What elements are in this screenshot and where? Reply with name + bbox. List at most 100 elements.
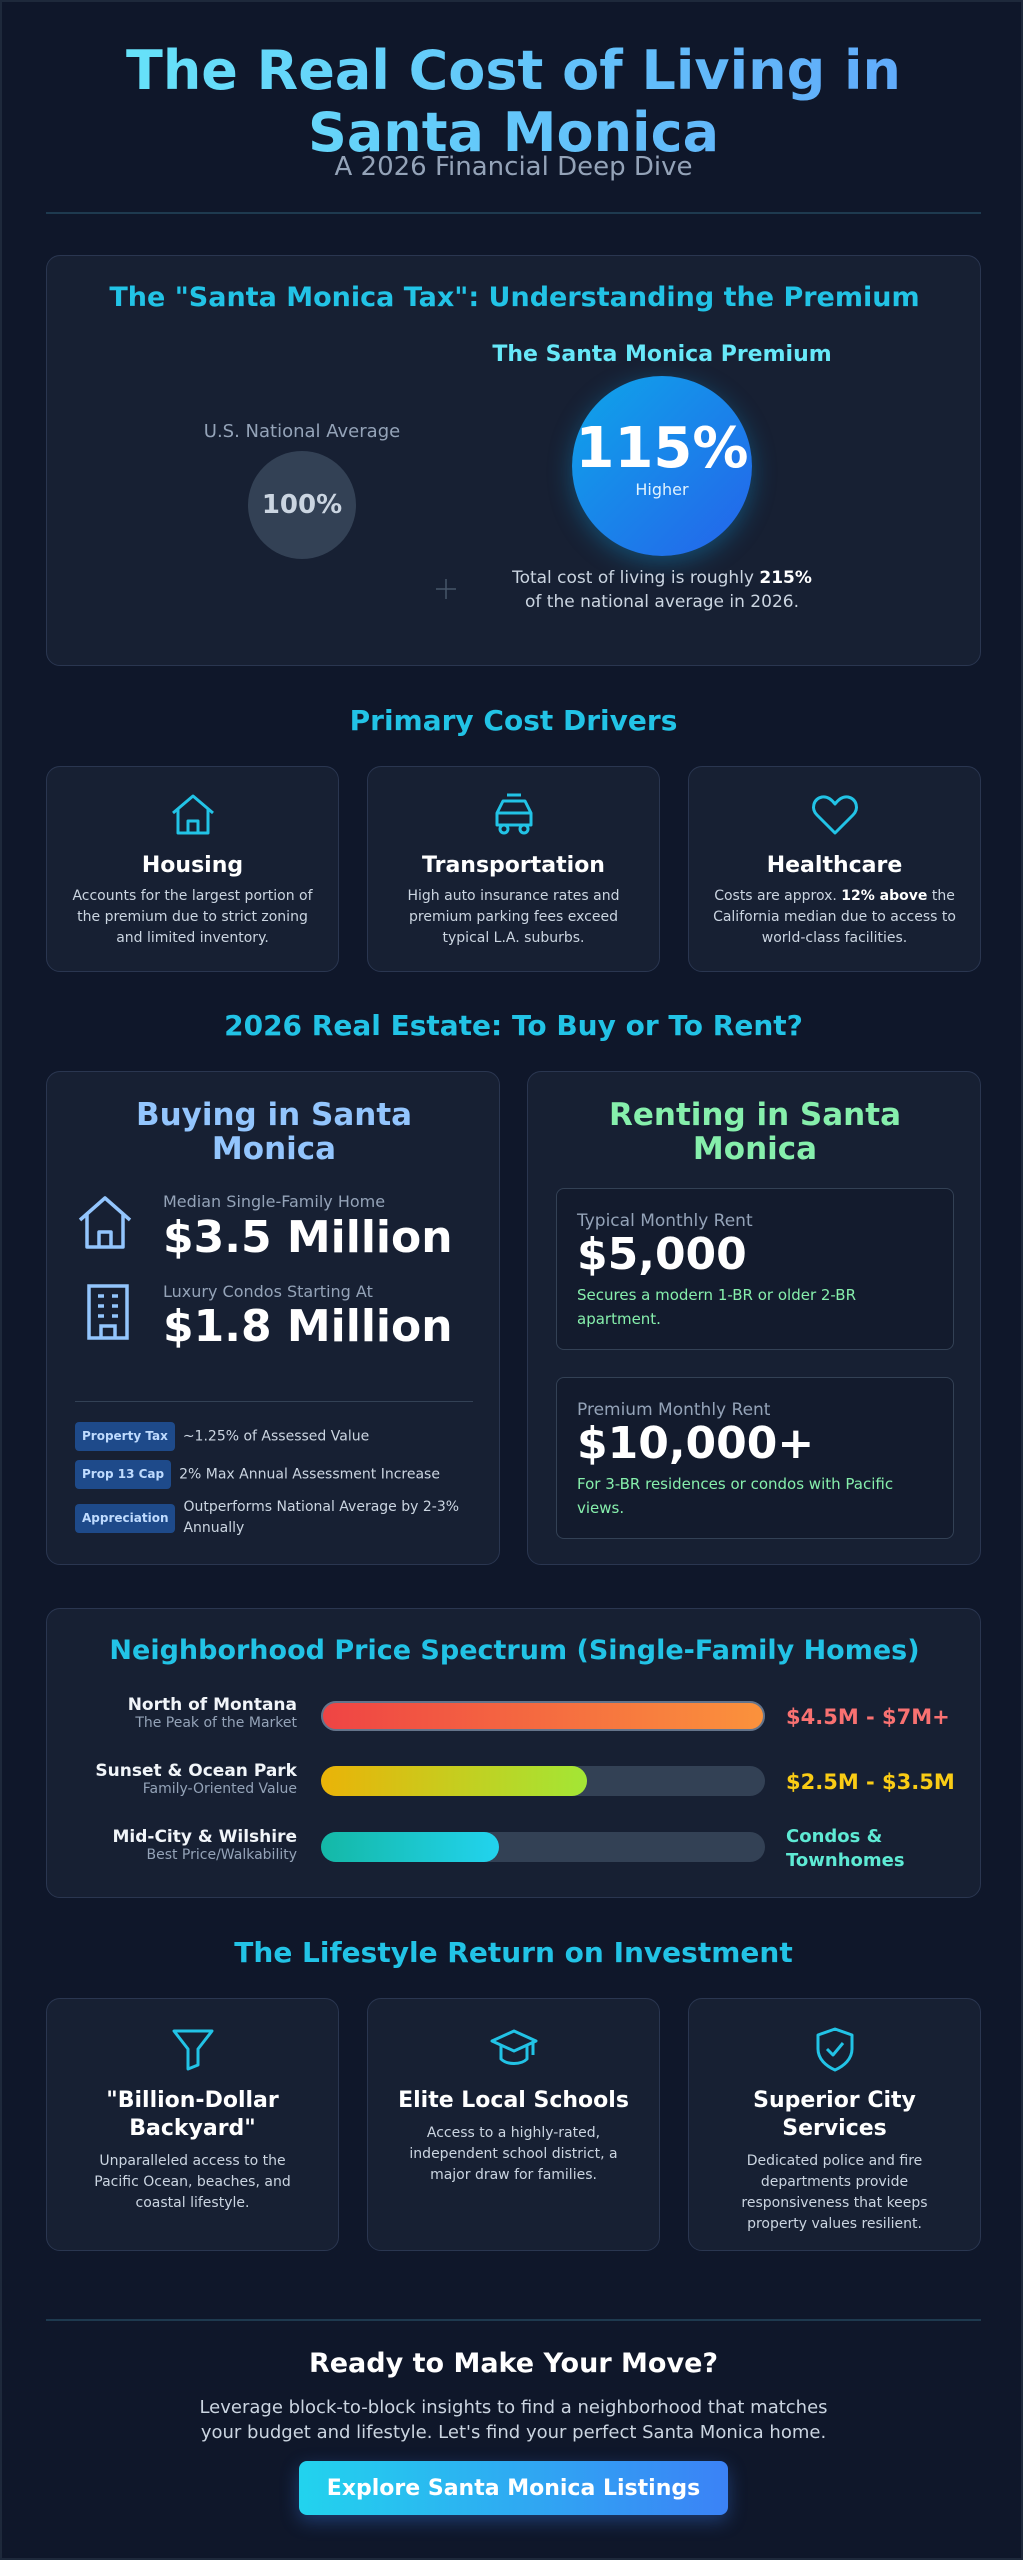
page-title: The Real Cost of Living in Santa Monica xyxy=(46,40,981,164)
card-title: Superior City Services xyxy=(753,2088,916,2141)
label: Typical Monthly Rent xyxy=(577,1211,753,1231)
value: $10,000+ xyxy=(577,1418,815,1469)
note: Total cost of living is roughly 215% of … xyxy=(507,566,817,614)
text: Outperforms National Average by 2-3% Ann… xyxy=(183,1499,460,1536)
text: 215% xyxy=(759,568,812,588)
text: Total cost of living is roughly xyxy=(512,568,760,588)
rent-box: Typical Monthly Rent $5,000 Secures a mo… xyxy=(556,1188,954,1350)
row-label: Mid-City & Wilshire Best Price/Walkabilit… xyxy=(67,1827,297,1863)
card-text: Access to a highly-rated, independent sc… xyxy=(409,2125,618,2183)
text: the California median due to access to w… xyxy=(713,888,956,946)
bar-fill xyxy=(321,1832,499,1862)
caption: Higher xyxy=(635,480,689,499)
premium-card: The "Santa Monica Tax": Understanding th… xyxy=(46,255,981,666)
divider xyxy=(75,1401,473,1402)
funnel-icon xyxy=(172,2029,213,2071)
card-title: Elite Local Schools xyxy=(398,2088,629,2113)
heart-icon xyxy=(811,795,858,835)
card-text: Accounts for the largest portion of the … xyxy=(72,888,313,946)
bar-fill xyxy=(321,1766,587,1796)
driver-card: Healthcare Costs are approx. 12% above t… xyxy=(688,766,981,972)
tag: Appreciation xyxy=(75,1503,176,1533)
school-icon xyxy=(490,2029,537,2065)
section-title: 2026 Real Estate: To Buy or To Rent? xyxy=(224,1009,803,1042)
note: For 3-BR residences or condos with Pacif… xyxy=(577,1475,894,1517)
name: North of Montana xyxy=(127,1695,297,1715)
card-title: The "Santa Monica Tax": Understanding th… xyxy=(109,282,920,313)
card-text: High auto insurance rates and premium pa… xyxy=(407,888,620,946)
bar-track xyxy=(321,1701,765,1731)
name: Mid-City & Wilshire xyxy=(112,1827,297,1847)
section-title: Primary Cost Drivers xyxy=(349,704,678,737)
value: $3.5 Million xyxy=(163,1212,453,1263)
row-label: North of Montana The Peak of the Market xyxy=(67,1695,297,1731)
subtitle: The Peak of the Market xyxy=(135,1715,297,1731)
driver-card: Housing Accounts for the largest portion… xyxy=(46,766,339,972)
card-title: Transportation xyxy=(422,853,605,878)
card-title: Renting in Santa Monica xyxy=(608,1097,901,1167)
price: $4.5M - $7M+ xyxy=(786,1705,950,1729)
fact: Appreciation Outperforms National Average… xyxy=(75,1497,485,1539)
bar-track xyxy=(321,1766,765,1796)
premium-circle: 115% Higher xyxy=(572,376,752,556)
card-title: Neighborhood Price Spectrum (Single-Fami… xyxy=(109,1635,920,1666)
subtitle: Family-Oriented Value xyxy=(142,1781,297,1797)
cta-button[interactable]: Explore Santa Monica Listings xyxy=(299,2461,728,2515)
bar-track xyxy=(321,1832,765,1862)
price: $2.5M - $3.5M xyxy=(786,1770,955,1794)
spectrum-card: Neighborhood Price Spectrum (Single-Fami… xyxy=(46,1608,981,1898)
text: of the national average in 2026. xyxy=(525,592,799,612)
text: 2% Max Annual Assessment Increase xyxy=(179,1466,440,1483)
cta-text: Leverage block-to-block insights to find… xyxy=(199,2397,828,2443)
house-icon xyxy=(171,794,214,835)
fact: Prop 13 Cap 2% Max Annual Assessment Incr… xyxy=(75,1460,475,1489)
card-text: Costs are approx. 12% above the Californ… xyxy=(713,886,956,949)
house-icon xyxy=(78,1196,132,1249)
text: 12% above xyxy=(841,888,928,904)
text: Costs are approx. xyxy=(714,888,842,904)
shield-icon xyxy=(816,2027,853,2072)
section-title: The Lifestyle Return on Investment xyxy=(234,1936,793,1969)
label: U.S. National Average xyxy=(203,421,401,442)
note: Secures a modern 1-BR or older 2-BR apar… xyxy=(577,1286,857,1328)
lifestyle-card: "Billion-Dollar Backyard" Unparalleled a… xyxy=(46,1998,339,2251)
value: 115% xyxy=(575,416,749,481)
cta-title: Ready to Make Your Move? xyxy=(308,2348,719,2379)
label: Luxury Condos Starting At xyxy=(163,1282,373,1301)
tag: Property Tax xyxy=(75,1422,175,1451)
card-title: Buying in Santa Monica xyxy=(135,1097,413,1167)
text: ~1.25% of Assessed Value xyxy=(182,1428,370,1445)
label: Premium Monthly Rent xyxy=(577,1400,771,1420)
card-title: "Billion-Dollar Backyard" xyxy=(106,2088,279,2141)
rent-box: Premium Monthly Rent $10,000+ For 3-BR r… xyxy=(556,1377,954,1539)
renting-card: Renting in Santa Monica Typical Monthly … xyxy=(527,1071,981,1565)
driver-card: Transportation High auto insurance rates… xyxy=(367,766,660,972)
national-circle: 100% xyxy=(248,451,356,559)
tag: Prop 13 Cap xyxy=(75,1460,172,1489)
label: Median Single-Family Home xyxy=(163,1192,386,1211)
card-title: Housing xyxy=(141,853,244,878)
divider xyxy=(46,212,981,214)
buying-card: Buying in Santa Monica Median Single-Fam… xyxy=(46,1071,500,1565)
label: The Santa Monica Premium xyxy=(492,342,832,367)
divider xyxy=(46,2319,981,2321)
car-icon xyxy=(495,793,532,835)
card-title: Healthcare xyxy=(766,853,903,878)
lifestyle-card: Elite Local Schools Access to a highly-r… xyxy=(367,1998,660,2251)
fact: Property Tax ~1.25% of Assessed Value xyxy=(75,1422,475,1451)
subtitle: Best Price/Walkability xyxy=(146,1847,297,1863)
value: $5,000 xyxy=(577,1229,747,1280)
card-text: Dedicated police and fire departments pr… xyxy=(741,2153,928,2232)
plus-icon xyxy=(436,579,456,599)
lifestyle-card: Superior City Services Dedicated police … xyxy=(688,1998,981,2251)
row-label: Sunset & Ocean Park Family-Oriented Value xyxy=(67,1761,297,1797)
value: 100% xyxy=(261,490,343,520)
subtitle: A 2026 Financial Deep Dive xyxy=(334,152,693,182)
card-text: Unparalleled access to the Pacific Ocean… xyxy=(94,2153,291,2211)
name: Sunset & Ocean Park xyxy=(95,1761,297,1781)
bar-fill xyxy=(321,1701,765,1731)
value: $1.8 Million xyxy=(163,1301,453,1352)
price: Condos & Townhomes xyxy=(786,1826,905,1871)
building-icon xyxy=(87,1284,129,1340)
